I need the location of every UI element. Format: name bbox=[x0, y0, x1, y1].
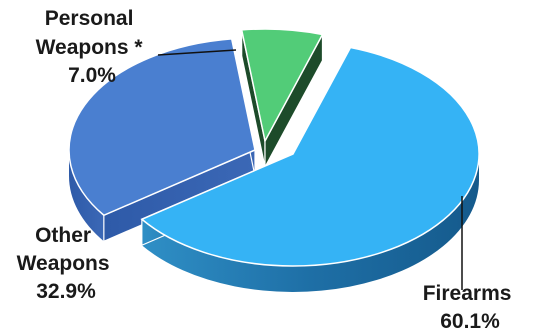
slice-other-weapons bbox=[68, 38, 256, 243]
label-personal-weapons-line2: Weapons * bbox=[36, 36, 144, 59]
label-firearms-value: 60.1% bbox=[440, 310, 500, 332]
slice-top-face bbox=[140, 46, 480, 267]
label-firearms-name: Firearms bbox=[423, 282, 512, 305]
slice-side-wall bbox=[69, 150, 104, 242]
label-personal-weapons: Personal Weapons * 7.0% bbox=[36, 7, 149, 87]
label-other-weapons: Other Weapons 32.9% bbox=[17, 224, 116, 303]
label-other-weapons-line1: Other bbox=[35, 224, 91, 247]
slice-side-wall bbox=[141, 154, 480, 292]
label-personal-weapons-value: 7.0% bbox=[68, 64, 116, 87]
slice-firearms bbox=[140, 46, 480, 292]
label-other-weapons-value: 32.9% bbox=[36, 280, 96, 303]
slice-personal-weapons bbox=[240, 28, 324, 168]
slice-top-face bbox=[68, 38, 256, 217]
pie-slices bbox=[68, 28, 480, 292]
label-firearms: Firearms 60.1% bbox=[423, 282, 518, 332]
personal-weapons-leader-line bbox=[157, 49, 237, 56]
label-personal-weapons-line1: Personal bbox=[45, 7, 134, 30]
label-other-weapons-line2: Weapons bbox=[17, 252, 110, 275]
slice-top-face bbox=[240, 28, 324, 144]
